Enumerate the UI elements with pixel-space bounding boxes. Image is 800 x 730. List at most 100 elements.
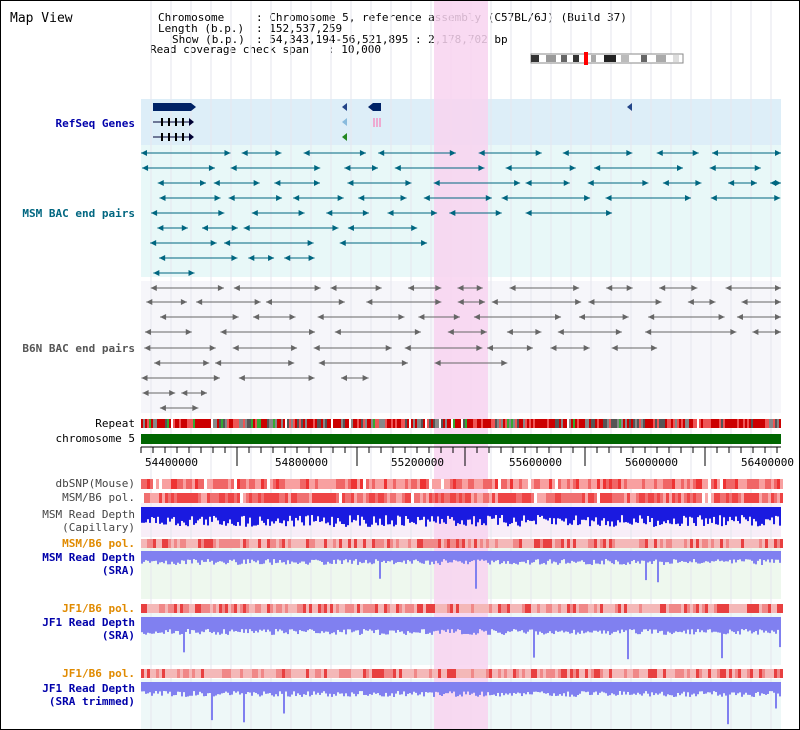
polymorphism-segment: [327, 493, 330, 503]
polymorphism-segment: [435, 479, 438, 489]
read-depth-bar: [317, 551, 319, 561]
read-depth-bar: [517, 682, 519, 693]
polymorphism-segment: [396, 479, 399, 489]
read-depth-bar: [519, 617, 521, 632]
read-depth-bar: [457, 682, 459, 697]
read-depth-bar: [397, 682, 399, 692]
polymorphism-segment: [546, 539, 549, 548]
read-depth-bar: [705, 682, 707, 694]
repeat-segment: [233, 419, 235, 428]
read-depth-bar: [147, 617, 149, 633]
read-depth-bar: [161, 682, 163, 696]
read-depth-bar: [539, 551, 541, 565]
read-depth-bar: [641, 617, 643, 632]
polymorphism-segment: [714, 493, 717, 503]
read-depth-bar: [733, 617, 735, 633]
polymorphism-segment: [561, 493, 564, 503]
read-depth-bar: [163, 682, 165, 692]
polymorphism-segment: [318, 479, 321, 489]
polymorphism-segment: [606, 539, 609, 548]
polymorphism-segment: [213, 493, 216, 503]
read-depth-bar: [577, 507, 579, 526]
polymorphism-segment: [189, 669, 192, 678]
read-depth-bar: [681, 682, 683, 694]
read-depth-bar: [467, 507, 469, 520]
polymorphism-segment: [375, 669, 378, 678]
read-depth-bar: [213, 551, 215, 565]
repeat-segment: [675, 419, 677, 428]
polymorphism-segment: [219, 479, 222, 489]
polymorphism-segment: [408, 479, 411, 489]
read-depth-bar: [185, 507, 187, 526]
read-depth-bar: [289, 617, 291, 630]
polymorphism-segment: [609, 539, 612, 548]
polymorphism-segment: [585, 479, 588, 489]
read-depth-bar: [515, 617, 517, 630]
read-depth-bar: [405, 551, 407, 564]
polymorphism-segment: [699, 479, 702, 489]
polymorphism-segment: [240, 669, 243, 678]
polymorphism-segment: [429, 479, 432, 489]
read-depth-bar: [335, 507, 337, 524]
read-depth-bar: [561, 551, 563, 561]
polymorphism-segment: [660, 669, 663, 678]
bac-end-marker: [736, 314, 743, 320]
polymorphism-segment: [594, 669, 597, 678]
read-depth-bar: [661, 551, 663, 562]
read-depth-bar: [763, 551, 765, 561]
read-depth-bar: [677, 507, 679, 524]
bac-end-marker: [491, 299, 498, 305]
repeat-segment: [299, 419, 301, 428]
polymorphism-segment: [480, 479, 483, 489]
read-depth-bar: [513, 551, 515, 563]
bac-end-marker: [208, 165, 215, 171]
read-depth-bar: [475, 551, 477, 589]
repeat-segment: [291, 419, 293, 428]
repeat-segment: [583, 419, 585, 428]
read-depth-bar: [725, 551, 727, 562]
read-depth-bar: [331, 682, 333, 697]
ideogram-band: [656, 55, 666, 62]
polymorphism-segment: [309, 479, 312, 489]
repeat-segment: [505, 419, 507, 428]
track-label-b6n-bac[interactable]: B6N BAC end pairs: [22, 342, 135, 355]
polymorphism-segment: [201, 604, 204, 613]
read-depth-bar: [227, 551, 229, 563]
track-label-msm-bac[interactable]: MSM BAC end pairs: [22, 207, 135, 220]
repeat-segment: [533, 419, 535, 428]
read-depth-bar: [715, 682, 717, 693]
repeat-segment: [499, 419, 501, 428]
track-label-refseq[interactable]: RefSeq Genes: [55, 117, 135, 130]
read-depth-bar: [259, 551, 261, 565]
read-depth-bar: [499, 617, 501, 633]
polymorphism-segment: [750, 604, 753, 613]
read-depth-bar: [409, 617, 411, 633]
polymorphism-segment: [399, 493, 402, 503]
repeat-segment: [259, 419, 261, 428]
polymorphism-segment: [708, 493, 711, 503]
read-depth-bar: [477, 551, 479, 560]
read-depth-bar: [411, 682, 413, 695]
read-depth-bar: [197, 551, 199, 563]
read-depth-bar: [675, 682, 677, 697]
read-depth-bar: [269, 682, 271, 693]
repeat-segment: [685, 419, 687, 428]
read-depth-bar: [347, 617, 349, 630]
read-depth-bar: [493, 617, 495, 631]
polymorphism-segment: [402, 669, 405, 678]
read-depth-bar: [471, 507, 473, 525]
polymorphism-segment: [489, 493, 492, 503]
ideogram-band: [591, 55, 596, 62]
read-depth-bar: [727, 682, 729, 725]
read-depth-bar: [171, 617, 173, 634]
polymorphism-segment: [657, 539, 660, 548]
read-depth-bar: [579, 682, 581, 694]
read-depth-bar: [647, 617, 649, 632]
repeat-segment: [465, 419, 467, 428]
bac-end-marker: [314, 165, 321, 171]
bac-end-marker: [692, 150, 699, 156]
read-depth-bar: [339, 551, 341, 561]
read-depth-bar: [333, 682, 335, 695]
polymorphism-segment: [708, 479, 711, 489]
